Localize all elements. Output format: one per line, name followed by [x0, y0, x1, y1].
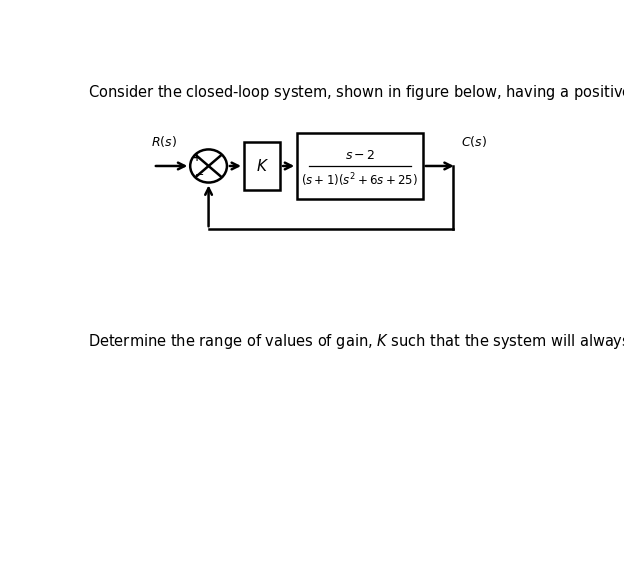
Text: $C(s)$: $C(s)$ [461, 134, 487, 148]
Text: Consider the closed-loop system, shown in figure below, having a positive gain, : Consider the closed-loop system, shown i… [87, 83, 624, 102]
Text: Determine the range of values of gain, $K$ such that the system will always rema: Determine the range of values of gain, $… [87, 332, 624, 350]
Text: +: + [193, 153, 201, 163]
Text: $s-2$: $s-2$ [344, 149, 375, 162]
Text: $R(s)$: $R(s)$ [150, 134, 177, 148]
Text: $K$: $K$ [255, 158, 268, 174]
Text: −: − [195, 170, 205, 179]
Bar [244, 142, 280, 190]
Bar [297, 134, 423, 199]
Text: $(s+1)(s^2+6s+25)$: $(s+1)(s^2+6s+25)$ [301, 171, 419, 189]
Circle shape [190, 149, 227, 183]
